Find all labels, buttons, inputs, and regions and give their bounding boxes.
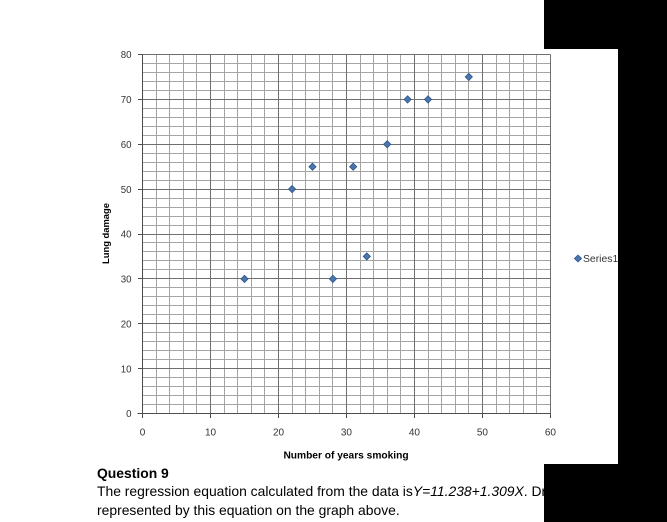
svg-text:20: 20 [121, 319, 132, 330]
svg-text:10: 10 [121, 364, 132, 375]
svg-text:Number of years smoking: Number of years smoking [283, 451, 408, 462]
svg-text:70: 70 [121, 95, 132, 106]
svg-text:Series1: Series1 [583, 254, 618, 265]
svg-text:0: 0 [140, 428, 146, 439]
svg-text:60: 60 [121, 140, 132, 151]
svg-text:50: 50 [477, 428, 489, 439]
svg-text:30: 30 [121, 275, 132, 286]
svg-text:20: 20 [273, 428, 285, 439]
svg-text:40: 40 [409, 428, 421, 439]
svg-text:80: 80 [121, 50, 132, 61]
svg-text:30: 30 [341, 428, 353, 439]
svg-text:50: 50 [121, 185, 132, 196]
svg-text:40: 40 [121, 230, 132, 241]
svg-text:60: 60 [545, 428, 557, 439]
svg-text:0: 0 [126, 409, 132, 420]
svg-text:10: 10 [205, 428, 217, 439]
svg-text:Lung damage: Lung damage [100, 203, 111, 264]
